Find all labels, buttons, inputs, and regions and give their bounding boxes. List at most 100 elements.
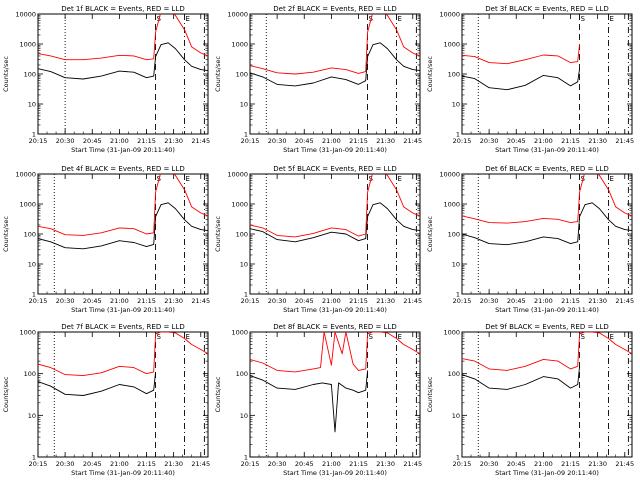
series-lld-line (38, 174, 208, 236)
time-marker-label: E (609, 175, 613, 183)
panel-title: Det 5f BLACK = Events, RED = LLD (273, 165, 396, 173)
panel-det-2: Det 2f BLACK = Events, RED = LLD 1 10 100 10… (214, 5, 422, 154)
y-tick-label: 1 (32, 291, 36, 299)
y-tick-label: 100 (24, 370, 36, 378)
y-tick-label: 1 (244, 454, 248, 462)
y-tick-label: 100 (448, 231, 460, 239)
series-events-line (250, 42, 420, 87)
x-tick-label: 20:15 (241, 460, 260, 468)
x-axis-label: Start Time (31-Jan-09 20:11:40) (283, 306, 387, 314)
x-tick-label: 20:30 (480, 297, 499, 305)
x-tick-label: 21:30 (376, 460, 395, 468)
plot-frame (249, 173, 421, 295)
panel-det-4: Det 4f BLACK = Events, RED = LLD 1 10 100 10… (2, 165, 210, 314)
x-tick-label: 21:30 (164, 137, 183, 145)
x-tick-label: 20:45 (507, 460, 526, 468)
y-tick-label: 100 (236, 370, 248, 378)
x-tick-label: 21:15 (349, 460, 368, 468)
x-tick-label: 20:15 (453, 297, 472, 305)
series-events-line (250, 202, 420, 243)
x-tick-label: 21:00 (110, 137, 129, 145)
y-axis-label: Counts/sec (426, 216, 434, 252)
y-tick-label: 10 (28, 261, 36, 269)
y-tick-label: 1000 (231, 329, 248, 337)
y-tick-label: 10000 (439, 171, 460, 179)
panel-det-1: Det 1f BLACK = Events, RED = LLD 1 10 100 10… (2, 5, 210, 154)
y-tick-label: 1000 (443, 201, 460, 209)
series-lld-line (462, 43, 581, 65)
panel-title: Det 2f BLACK = Events, RED = LLD (273, 5, 396, 13)
y-tick-label: 10000 (439, 11, 460, 19)
x-axis-label: Start Time (31-Jan-09 20:11:40) (495, 469, 599, 477)
series-events-line (462, 366, 581, 390)
y-tick-label: 100 (236, 71, 248, 79)
time-marker-label: E (609, 333, 613, 341)
time-marker-label: E (185, 333, 189, 341)
series-events-line (250, 370, 369, 433)
y-tick-label: 1 (32, 454, 36, 462)
x-tick-label: 21:45 (191, 297, 210, 305)
y-tick-label: 10000 (227, 171, 248, 179)
x-tick-label: 21:00 (322, 137, 341, 145)
y-tick-label: 1000 (231, 201, 248, 209)
y-tick-label: 1000 (19, 41, 36, 49)
series-lld-line (250, 14, 420, 75)
plot-frame (461, 331, 633, 458)
y-tick-label: 100 (448, 370, 460, 378)
y-axis-label: Counts/sec (426, 376, 434, 412)
x-tick-label: 21:45 (615, 460, 634, 468)
x-tick-label: 20:45 (295, 460, 314, 468)
panel-det-6: Det 6f BLACK = Events, RED = LLD 1 10 100 10… (426, 165, 634, 314)
x-tick-label: 20:45 (83, 297, 102, 305)
plot-frame (37, 13, 209, 135)
x-axis-label: Start Time (31-Jan-09 20:11:40) (495, 146, 599, 154)
y-tick-label: 1000 (231, 41, 248, 49)
x-tick-label: 20:30 (480, 137, 499, 145)
x-tick-label: 21:45 (403, 460, 422, 468)
y-tick-label: 1 (244, 291, 248, 299)
x-axis-label: Start Time (31-Jan-09 20:11:40) (71, 306, 175, 314)
plot-frame (461, 13, 633, 135)
x-axis-label: Start Time (31-Jan-09 20:11:40) (283, 469, 387, 477)
x-tick-label: 20:45 (507, 137, 526, 145)
x-tick-label: 21:45 (191, 137, 210, 145)
time-marker-label: S (369, 333, 374, 341)
x-tick-label: 20:15 (29, 137, 48, 145)
y-tick-label: 10 (240, 412, 248, 420)
x-tick-label: 20:45 (83, 460, 102, 468)
y-tick-label: 10 (452, 101, 460, 109)
y-tick-label: 100 (236, 231, 248, 239)
y-tick-label: 1 (456, 131, 460, 139)
series-events-line (38, 371, 157, 396)
x-tick-label: 21:15 (561, 137, 580, 145)
x-tick-label: 21:45 (615, 137, 634, 145)
x-tick-label: 21:30 (164, 460, 183, 468)
y-tick-label: 1 (32, 131, 36, 139)
x-tick-label: 20:15 (241, 137, 260, 145)
panel-title: Det 1f BLACK = Events, RED = LLD (61, 5, 184, 13)
panel-det-9: Det 9f BLACK = Events, RED = LLD 1 10 100 10… (426, 323, 634, 477)
x-tick-label: 20:15 (241, 297, 260, 305)
time-marker-label: E (397, 333, 401, 341)
x-axis-label: Start Time (31-Jan-09 20:11:40) (71, 469, 175, 477)
plot-frame (249, 13, 421, 135)
time-marker-label: S (157, 333, 162, 341)
y-tick-label: 1000 (443, 41, 460, 49)
x-tick-label: 21:00 (322, 297, 341, 305)
y-tick-label: 10 (240, 101, 248, 109)
x-tick-label: 20:15 (29, 297, 48, 305)
series-events-line (38, 202, 208, 250)
x-tick-label: 20:45 (507, 297, 526, 305)
y-axis-label: Counts/sec (2, 376, 10, 412)
y-tick-label: 100 (448, 71, 460, 79)
x-tick-label: 20:30 (268, 297, 287, 305)
y-axis-label: Counts/sec (2, 56, 10, 92)
time-marker-label: E (185, 175, 189, 183)
x-tick-label: 20:30 (56, 460, 75, 468)
x-tick-label: 21:15 (561, 460, 580, 468)
y-tick-label: 100 (24, 231, 36, 239)
x-tick-label: 20:45 (295, 137, 314, 145)
x-tick-label: 21:15 (561, 297, 580, 305)
x-tick-label: 20:30 (56, 137, 75, 145)
